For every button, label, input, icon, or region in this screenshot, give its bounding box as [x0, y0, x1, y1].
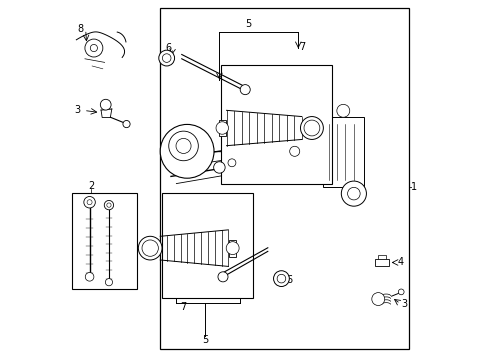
Text: 6: 6 — [285, 275, 292, 285]
Circle shape — [85, 39, 102, 57]
Text: 7: 7 — [298, 42, 305, 52]
Circle shape — [106, 203, 111, 207]
Circle shape — [218, 272, 227, 282]
Circle shape — [371, 293, 384, 306]
Circle shape — [90, 44, 97, 51]
Bar — [72, 193, 137, 289]
Text: 7: 7 — [179, 302, 185, 312]
Text: 2: 2 — [88, 181, 94, 191]
Circle shape — [83, 197, 95, 208]
Bar — [221, 65, 332, 184]
Circle shape — [122, 121, 130, 128]
Circle shape — [304, 120, 319, 136]
Circle shape — [273, 271, 289, 287]
Circle shape — [159, 50, 174, 66]
Text: 5: 5 — [202, 335, 208, 345]
Bar — [218, 120, 225, 136]
Bar — [374, 259, 388, 266]
Circle shape — [87, 200, 92, 205]
Circle shape — [162, 54, 171, 62]
Bar — [162, 193, 253, 298]
Circle shape — [398, 289, 403, 295]
Circle shape — [168, 131, 198, 161]
Circle shape — [104, 201, 113, 210]
Circle shape — [240, 85, 250, 95]
Circle shape — [100, 99, 111, 110]
Circle shape — [336, 104, 349, 117]
Circle shape — [105, 279, 112, 286]
Bar — [322, 117, 363, 187]
Text: 5: 5 — [244, 19, 251, 30]
Bar — [377, 255, 385, 259]
Circle shape — [85, 273, 94, 281]
Text: 3: 3 — [400, 299, 407, 309]
Text: 8: 8 — [78, 24, 83, 34]
Bar — [160, 8, 408, 348]
Circle shape — [277, 274, 285, 283]
Text: 1: 1 — [410, 182, 416, 192]
Circle shape — [216, 122, 228, 134]
Bar — [228, 239, 236, 257]
Circle shape — [226, 242, 239, 255]
Text: 3: 3 — [75, 105, 81, 115]
Circle shape — [160, 125, 214, 178]
Circle shape — [142, 240, 158, 256]
Circle shape — [289, 146, 299, 156]
Circle shape — [176, 138, 191, 153]
Circle shape — [300, 117, 323, 139]
Text: 4: 4 — [397, 257, 403, 267]
Circle shape — [347, 187, 360, 200]
Text: 6: 6 — [165, 43, 171, 53]
Circle shape — [213, 162, 224, 173]
Circle shape — [138, 236, 162, 260]
Circle shape — [227, 159, 235, 167]
Circle shape — [341, 181, 366, 206]
Bar — [178, 167, 196, 176]
